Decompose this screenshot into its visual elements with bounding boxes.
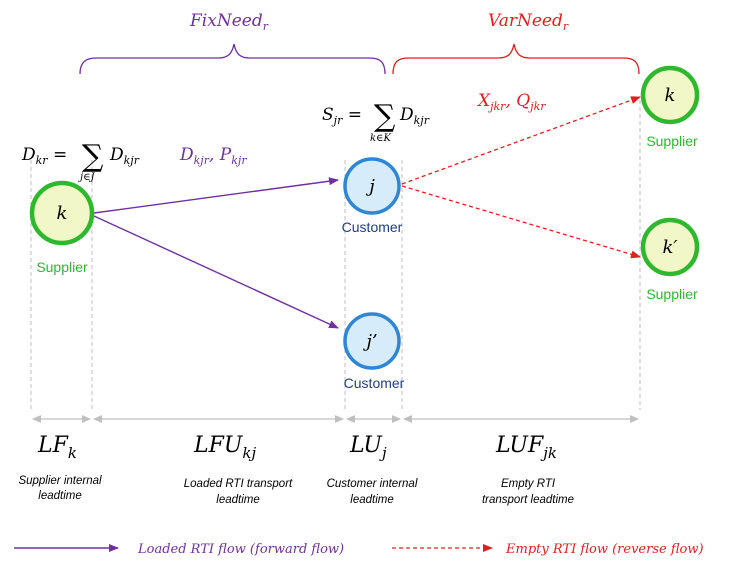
interval-lf-desc-1: Supplier internal <box>18 475 102 487</box>
interval-lf-symbol: LFk <box>37 433 77 462</box>
interval-luf-desc-1: Empty RTI <box>501 478 556 490</box>
svg-text:∑: ∑ <box>374 99 396 134</box>
forward-flow-label: Dkjr, Pkjr <box>179 145 247 167</box>
legend-empty-label: Empty RTI flow (reverse flow) <box>505 542 704 557</box>
formula-s-jr: Sjr = ∑ k∈K Dkjr <box>322 99 430 144</box>
svg-text:j: j <box>365 176 375 197</box>
forward-flow-arrow-j <box>93 177 339 214</box>
interval-luf-symbol: LUFjk <box>495 433 557 462</box>
interval-lf-desc-2: leadtime <box>38 490 81 502</box>
svg-text:j’: j’ <box>362 331 377 352</box>
svg-text:Dkjr: Dkjr <box>399 105 430 127</box>
supplier-node-k-prime: k′ <box>640 217 700 277</box>
svg-text:Dkjr: Dkjr <box>109 145 140 167</box>
supplier-node-k-top: k <box>640 65 700 125</box>
supplier-node-k: k <box>29 180 95 246</box>
svg-text:k: k <box>665 85 676 106</box>
interval-luf-desc-2: transport leadtime <box>482 494 574 506</box>
interval-lu-symbol: LUj <box>349 433 387 462</box>
customer-node-j2: j’ <box>343 312 401 370</box>
customer-caption-j: Customer <box>342 219 403 235</box>
svg-text:j∈J: j∈J <box>78 172 96 183</box>
supplier-caption-k: Supplier <box>36 259 88 275</box>
svg-text:k∈K: k∈K <box>370 133 391 144</box>
forward-flow-arrow-j2 <box>93 215 339 329</box>
svg-text:Sjr =: Sjr = <box>322 105 362 127</box>
customer-caption-j2: Customer <box>344 375 405 391</box>
varneed-label: VarNeedr <box>488 11 569 33</box>
svg-text:∑: ∑ <box>82 139 104 174</box>
legend-loaded-label: Loaded RTI flow (forward flow) <box>137 542 344 557</box>
reverse-flow-label: Xjkr, Qjkr <box>476 91 546 113</box>
fixneed-label: FixNeedr <box>189 11 269 33</box>
formula-d-kr: Dkr = ∑ j∈J Dkjr <box>21 139 140 183</box>
interval-lu-desc-2: leadtime <box>350 494 393 506</box>
reverse-flow-arrow-k <box>401 96 641 185</box>
customer-node-j: j <box>343 157 401 215</box>
fixneed-brace <box>79 43 386 75</box>
interval-lfu-desc-2: leadtime <box>216 494 259 506</box>
interval-lu-desc-1: Customer internal <box>327 478 418 490</box>
interval-lfu-desc-1: Loaded RTI transport <box>184 478 293 490</box>
svg-text:k: k <box>57 203 68 224</box>
varneed-brace <box>392 43 640 75</box>
reverse-flow-arrow-k-prime <box>401 185 641 259</box>
svg-text:k′: k′ <box>663 237 678 258</box>
supplier-caption-k-prime: Supplier <box>646 286 698 302</box>
supplier-caption-k-top: Supplier <box>646 133 698 149</box>
interval-lfu-symbol: LFUkj <box>193 433 257 462</box>
svg-text:Dkr =: Dkr = <box>21 145 67 167</box>
